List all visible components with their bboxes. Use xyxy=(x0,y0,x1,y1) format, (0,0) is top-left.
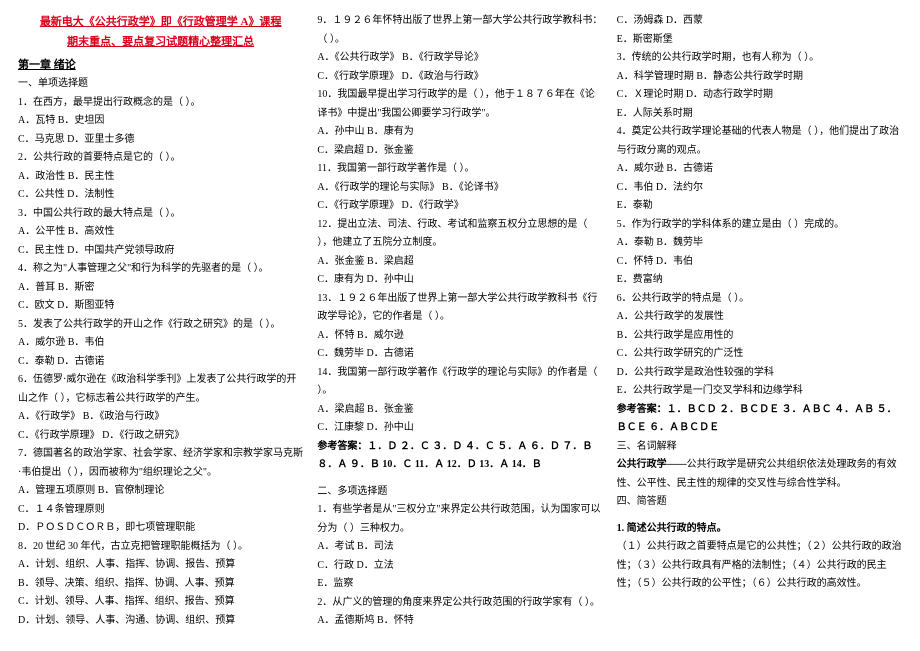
q4-opt-a: A．普耳 B．斯密 xyxy=(18,279,303,298)
m1: 1．有些学者是从"三权分立"来界定公共行政范围，认为国家可以分为（ ）三种权力。 xyxy=(317,501,602,538)
q9-opt-a: A．《公共行政学》 B．《行政学导论》 xyxy=(317,49,602,68)
q12-opt-a: A．张金鉴 B．梁启超 xyxy=(317,253,602,272)
q8-opt-b: B．领导、决策、组织、指挥、协调、人事、预算 xyxy=(18,575,303,594)
q7-opt-c: D．ＰＯＳＤＣＯＲＢ，即七项管理职能 xyxy=(18,519,303,538)
q6: 6．伍德罗·威尔逊在《政治科学季刊》上发表了公共行政学的开山之作（ ），它标志着… xyxy=(18,371,303,408)
term-1: 公共行政学——公共行政学是研究公共组织依法处理政务的有效性、公平性、民主性的规律… xyxy=(617,456,902,493)
m5-opt-b: C．怀特 D．韦伯 xyxy=(617,253,902,272)
q10-opt-b: C．梁启超 D．张金鉴 xyxy=(317,142,602,161)
m1-opt-b: C．行政 D．立法 xyxy=(317,557,602,576)
q4-opt-b: C．欧文 D．斯图亚特 xyxy=(18,297,303,316)
section-3-heading: 三、名词解释 xyxy=(617,438,902,457)
q10: 10．我国最早提出学习行政学的是（ ），他于１８７６年在《论译书》中提出"我国公… xyxy=(317,86,602,123)
m4-opt-c: E．泰勒 xyxy=(617,197,902,216)
q1-opt-a: A．瓦特 B．史坦因 xyxy=(18,112,303,131)
m5-opt-a: A．泰勒 B．魏劳毕 xyxy=(617,234,902,253)
m3-opt-b: C．Ｘ理论时期 D．动态行政学时期 xyxy=(617,86,902,105)
q1-opt-b: C．马克思 D．亚里士多德 xyxy=(18,131,303,150)
term-1-head: 公共行政学—— xyxy=(617,459,687,470)
q4: 4．称之为"人事管理之父"和行为科学的先驱者的是（ ）。 xyxy=(18,260,303,279)
section-4-heading: 四、简答题 xyxy=(617,493,902,512)
q2-opt-b: C．公共性 D．法制性 xyxy=(18,186,303,205)
m3-opt-c: E．人际关系时期 xyxy=(617,105,902,124)
q7: 7．德国著名的政治学家、社会学家、经济学家和宗教学家马克斯·韦伯提出（ ），因而… xyxy=(18,445,303,482)
q2-opt-a: A．政治性 B．民主性 xyxy=(18,168,303,187)
q5: 5．发表了公共行政学的开山之作《行政之研究》的是（ ）。 xyxy=(18,316,303,335)
m4: 4．奠定公共行政学理论基础的代表人物是（ ），他们提出了政治与行政分离的观点。 xyxy=(617,123,902,160)
q11-opt-a: A．《行政学的理论与实际》 B．《论译书》 xyxy=(317,179,602,198)
section-2-heading: 二、多项选择题 xyxy=(317,483,602,502)
q13: 13．１９２６年出版了世界上第一部大学公共行政学教科书《行政学导论》，它的作者是… xyxy=(317,290,602,327)
q8-opt-a: A．计划、组织、人事、指挥、协调、报告、预算 xyxy=(18,556,303,575)
q14-opt-b: C．江康黎 D．孙中山 xyxy=(317,419,602,438)
q9: 9．１９２６年怀特出版了世界上第一部大学公共行政学教科书：（ ）。 xyxy=(317,12,602,49)
m6-opt-c: C．公共行政学研究的广泛性 xyxy=(617,345,902,364)
m6: 6．公共行政学的特点是（ ）。 xyxy=(617,290,902,309)
q8-opt-c: C．计划、领导、人事、指挥、组织、报告、预算 xyxy=(18,593,303,612)
q12-opt-b: C．康有为 D．孙中山 xyxy=(317,271,602,290)
m6-opt-e: E．公共行政学是一门交叉学科和边缘学科 xyxy=(617,382,902,401)
q13-opt-b: C．魏劳毕 D．古德诺 xyxy=(317,345,602,364)
answers-2: 参考答案：１．ＢＣＤ ２．ＢＣＤＥ ３．ＡＢＣ ４．ＡＢ ５．ＢＣＥ ６．ＡＢＣ… xyxy=(617,401,902,438)
q11: 11．我国第一部行政学著作是（ ）。 xyxy=(317,160,602,179)
spacer xyxy=(617,512,902,520)
q14: 14．我国第一部行政学著作《行政学的理论与实际》的作者是（ ）。 xyxy=(317,364,602,401)
three-column-layout: 最新电大《公共行政学》即《行政管理学 A》课程 期末重点、要点复习试题精心整理汇… xyxy=(18,12,902,639)
q8: 8．20 世纪 30 年代，古立克把管理职能概括为（ ）。 xyxy=(18,538,303,557)
q5-opt-a: A．威尔逊 B．韦伯 xyxy=(18,334,303,353)
section-1-heading: 一、单项选择题 xyxy=(18,75,303,94)
m6-opt-d: D．公共行政学是政治性较强的学科 xyxy=(617,364,902,383)
m4-opt-a: A．威尔逊 B．古德诺 xyxy=(617,160,902,179)
m5: 5．作为行政学的学科体系的建立是由（ ）完成的。 xyxy=(617,216,902,235)
q5-opt-b: C．泰勒 D．古德诺 xyxy=(18,353,303,372)
answers-1: 参考答案：１．Ｄ ２．Ｃ ３．Ｄ ４．Ｃ ５．Ａ ６．Ｄ ７．Ｂ ８．Ａ ９．Ｂ… xyxy=(317,438,602,475)
q12: 12．提出立法、司法、行政、考试和监察五权分立思想的是（ ），他建立了五院分立制… xyxy=(317,216,602,253)
doc-title-line2: 期末重点、要点复习试题精心整理汇总 xyxy=(18,32,303,52)
q1: 1．在西方，最早提出行政概念的是（ ）。 xyxy=(18,94,303,113)
m4-opt-b: C．韦伯 D．法约尔 xyxy=(617,179,902,198)
doc-title-line1: 最新电大《公共行政学》即《行政管理学 A》课程 xyxy=(18,12,303,32)
q3-opt-b: C．民主性 D．中国共产党领导政府 xyxy=(18,242,303,261)
m3-opt-a: A．科学管理时期 B．静态公共行政学时期 xyxy=(617,68,902,87)
spacer xyxy=(317,475,602,483)
m6-opt-a: A．公共行政学的发展性 xyxy=(617,308,902,327)
q14-opt-a: A．梁启超 B．张金鉴 xyxy=(317,401,602,420)
q13-opt-a: A．怀特 B．威尔逊 xyxy=(317,327,602,346)
m2-opt-b: C．汤姆森 D．西蒙 xyxy=(617,12,902,31)
m6-opt-b: B．公共行政学是应用性的 xyxy=(617,327,902,346)
q7-opt-a: A．管理五项原则 B．官僚制理论 xyxy=(18,482,303,501)
m1-opt-c: E．监察 xyxy=(317,575,602,594)
q8-opt-d: D．计划、领导、人事、沟通、协调、组织、预算 xyxy=(18,612,303,631)
sa-1: 1. 简述公共行政的特点。 xyxy=(617,520,902,539)
sa-1-body: （１）公共行政之首要特点是它的公共性；（２）公共行政的政治性；（３）公共行政具有… xyxy=(617,538,902,594)
q7-opt-b: C．１４条管理原则 xyxy=(18,501,303,520)
q6-opt-a: A．《行政学》 B．《政治与行政》 xyxy=(18,408,303,427)
q3: 3．中国公共行政的最大特点是（ ）。 xyxy=(18,205,303,224)
q11-opt-b: C．《行政学原理》 D．《行政学》 xyxy=(317,197,602,216)
q2: 2．公共行政的首要特点是它的（ ）。 xyxy=(18,149,303,168)
q6-opt-b: C．《行政学原理》 D．《行政之研究》 xyxy=(18,427,303,446)
chapter-heading: 第一章 绪论 xyxy=(18,55,303,75)
m2: 2．从广义的管理的角度来界定公共行政范围的行政学家有（ ）。 xyxy=(317,594,602,613)
q3-opt-a: A．公平性 B．高效性 xyxy=(18,223,303,242)
q9-opt-b: C．《行政学原理》 D．《政治与行政》 xyxy=(317,68,602,87)
m2-opt-c: E．斯密斯堡 xyxy=(617,31,902,50)
m5-opt-c: E．费富纳 xyxy=(617,271,902,290)
q10-opt-a: A．孙中山 B．康有为 xyxy=(317,123,602,142)
m3: 3．传统的公共行政学时期，也有人称为（ ）。 xyxy=(617,49,902,68)
m1-opt-a: A．考试 B．司法 xyxy=(317,538,602,557)
m2-opt-a: A．孟德斯鸠 B．怀特 xyxy=(317,612,602,631)
